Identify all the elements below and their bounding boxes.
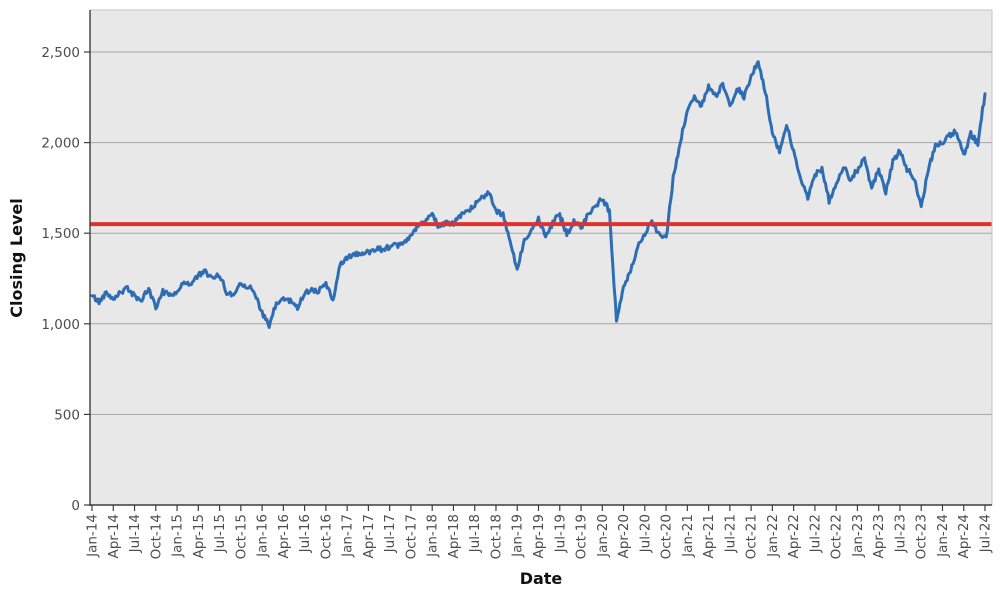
x-tick-label: Jan-24 [935,514,951,558]
x-tick-label: Oct-20 [659,514,675,559]
x-tick-label: Apr-23 [871,514,887,559]
x-tick-label: Oct-19 [574,514,590,559]
x-tick-label: Jan-19 [510,514,526,558]
x-tick-label: Jul-22 [807,514,823,553]
x-tick-label: Apr-21 [701,514,717,559]
x-tick-label: Jul-18 [467,514,483,553]
x-tick-label: Jan-21 [680,514,696,558]
x-tick-label: Jul-14 [127,514,143,553]
x-tick-label: Oct-17 [403,514,419,559]
x-tick-label: Oct-18 [488,514,504,559]
x-tick-label: Oct-23 [914,514,930,559]
y-tick-label: 0 [71,498,80,514]
y-axis-title: Closing Level [7,198,26,317]
x-tick-label: Jan-17 [340,514,356,558]
closing-level-series [90,60,987,329]
x-tick-label: Apr-14 [106,514,122,559]
x-tick-label: Jul-15 [212,514,228,553]
x-tick-label: Jul-19 [552,514,568,553]
x-tick-label: Apr-24 [956,514,972,559]
y-tick-label: 1,000 [41,317,80,333]
x-tick-label: Apr-17 [361,514,377,559]
x-tick-label: Oct-14 [148,514,164,559]
x-tick-label: Jul-16 [297,514,313,553]
x-tick-label: Oct-16 [318,514,334,559]
x-tick-label: Oct-22 [829,514,845,559]
x-tick-label: Apr-22 [786,514,802,559]
y-tick-label: 1,500 [41,226,80,242]
x-tick-label: Jul-20 [637,514,653,553]
x-tick-label: Jul-21 [722,514,738,553]
x-tick-label: Jul-17 [382,514,398,553]
x-tick-label: Jul-23 [892,514,908,553]
x-tick-label: Jan-15 [170,514,186,558]
x-tick-label: Jan-23 [850,514,866,558]
y-tick-label: 2,500 [41,45,80,61]
x-tick-label: Jan-22 [765,514,781,558]
x-tick-label: Jul-24 [978,514,994,553]
x-tick-label: Apr-18 [446,514,462,559]
x-tick-label: Oct-15 [233,514,249,559]
y-tick-label: 2,000 [41,136,80,152]
x-tick-label: Jan-14 [85,514,101,558]
x-tick-label: Apr-19 [531,514,547,559]
x-tick-label: Jan-18 [425,514,441,558]
x-tick-label: Oct-21 [744,514,760,559]
x-tick-label: Apr-15 [191,514,207,559]
x-tick-label: Apr-20 [616,514,632,559]
y-tick-label: 500 [54,407,80,423]
chart-generated-layers: 0 500 1,000 1,500 2,000 2,500 Jan-14 Apr-14 Jul-… [41,9,994,559]
plot-area [90,10,992,505]
x-tick-label: Apr-16 [276,514,292,559]
x-tick-label: Jan-20 [595,514,611,558]
x-axis-title: Date [520,569,563,588]
x-tick-label: Jan-16 [255,514,271,558]
